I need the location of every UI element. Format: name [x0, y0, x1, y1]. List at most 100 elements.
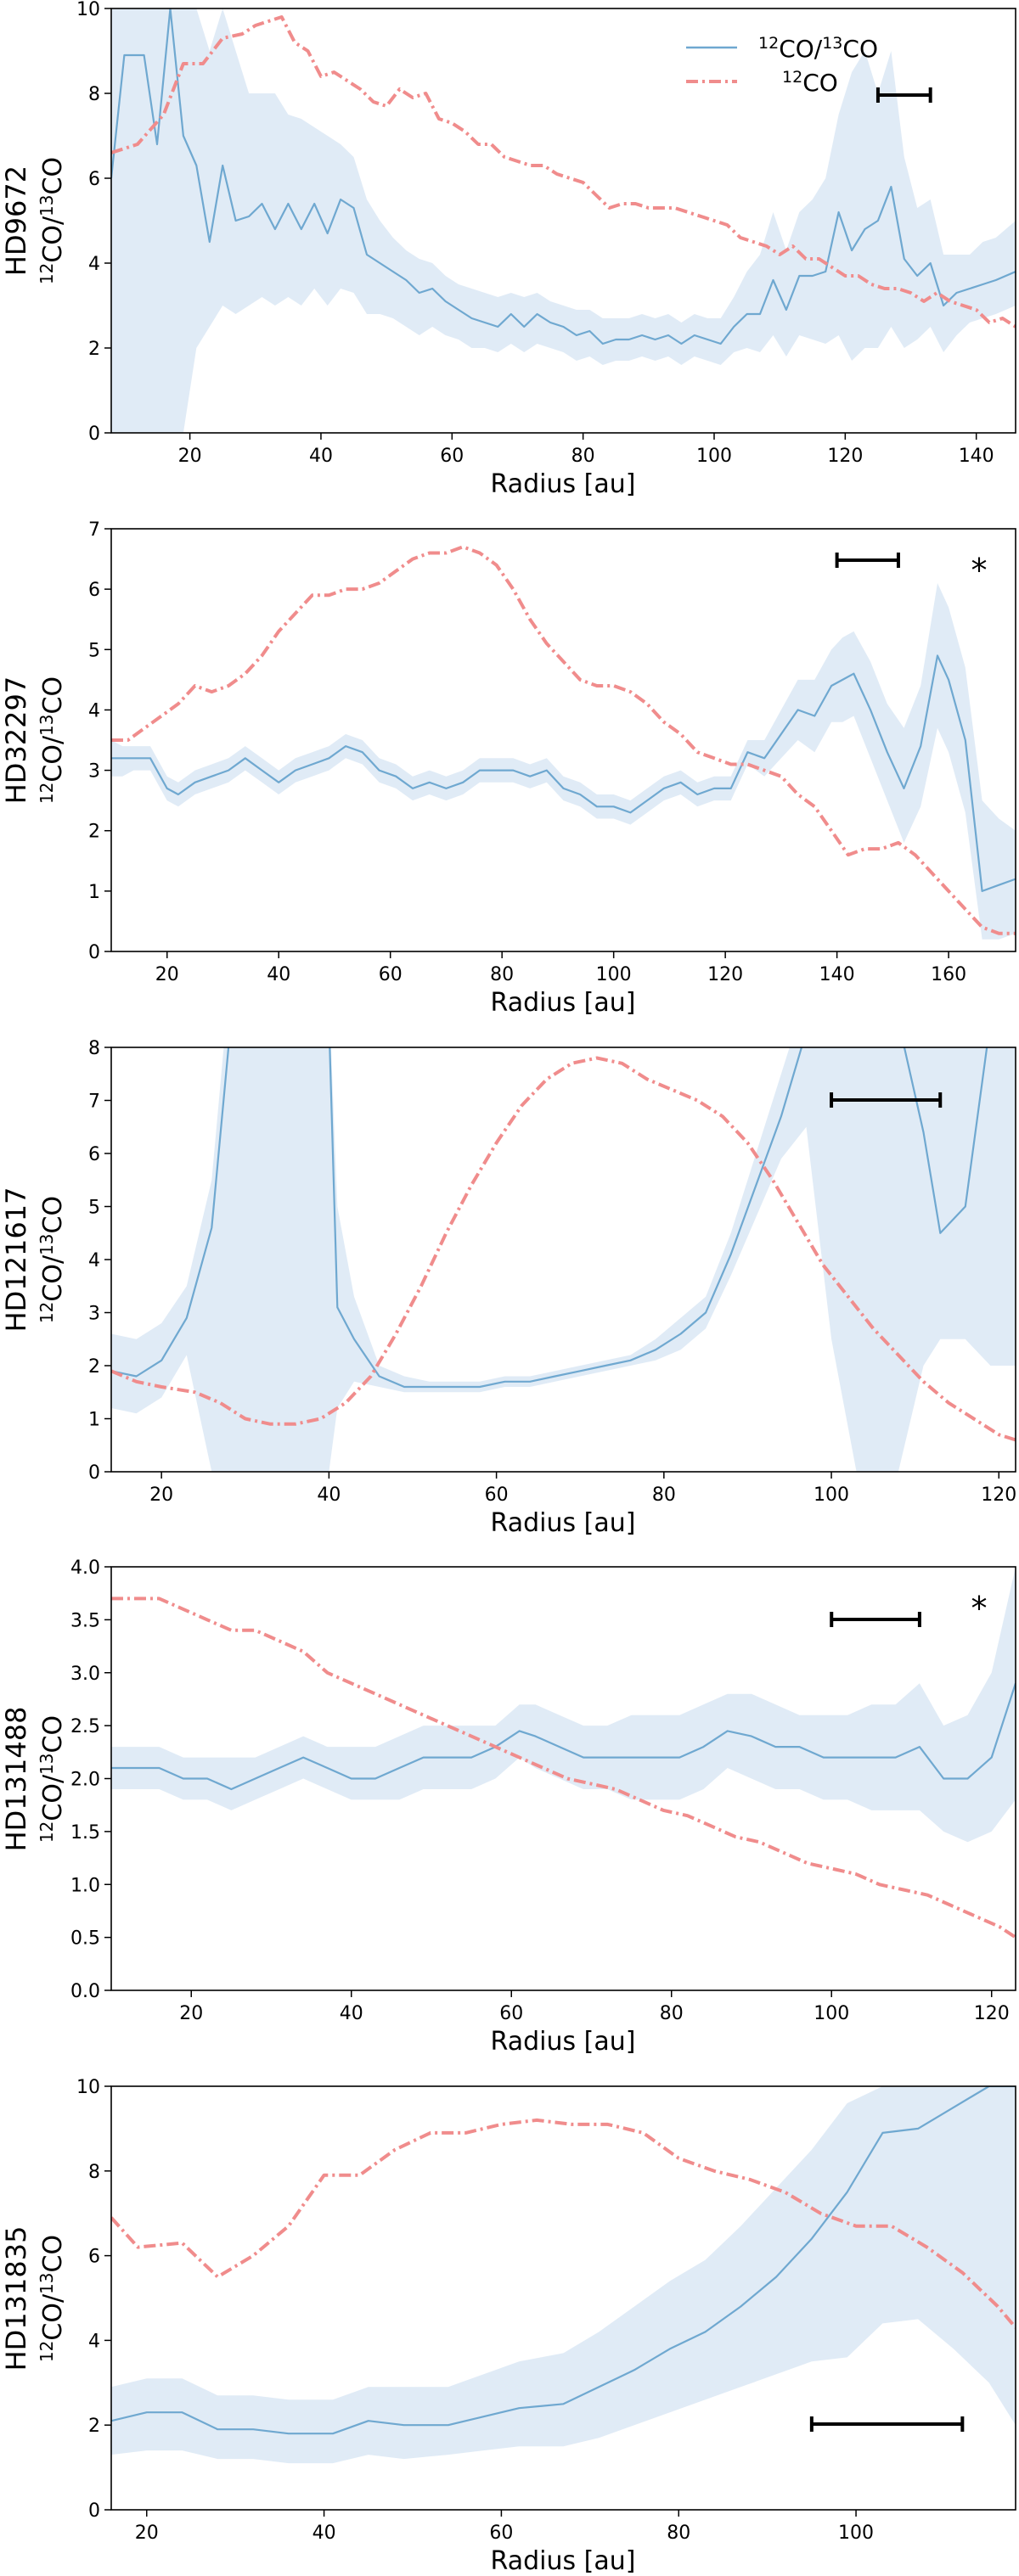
y-axis-label: 12CO/13CO — [37, 1715, 68, 1843]
y-tick-label: 2 — [88, 339, 100, 360]
x-tick-label: 80 — [660, 2003, 684, 2024]
beam-scale-bar — [809, 2416, 965, 2432]
asterisk-marker: * — [971, 552, 988, 589]
y-tick-label: 7 — [88, 1092, 100, 1113]
series-line-ratio — [111, 654, 1016, 893]
plot-frame — [110, 8, 1016, 434]
series-line-ratio — [111, 1047, 988, 1389]
y-tick-label: 8 — [88, 2162, 100, 2183]
series-line-ratio — [111, 8, 1016, 345]
y-axis-label: 12CO/13CO — [37, 1196, 68, 1323]
x-axis-label: Radius [au] — [491, 2546, 636, 2576]
ratio-uncertainty-band — [111, 2086, 1016, 2464]
x-tick-label: 100 — [696, 446, 732, 467]
ratio-uncertainty-band — [111, 583, 1016, 940]
x-tick-label: 40 — [267, 964, 290, 985]
y-tick-label: 0 — [88, 1462, 100, 1484]
x-tick-label: 60 — [379, 964, 403, 985]
x-axis-label: Radius [au] — [491, 988, 636, 1018]
x-tick-label: 100 — [596, 964, 632, 985]
series-lines — [111, 2086, 1016, 2435]
x-tick-label: 40 — [340, 2003, 363, 2024]
y-tick-label: 1.5 — [70, 1822, 100, 1844]
x-tick-label: 120 — [707, 964, 743, 985]
star-name-label: HD131835 — [0, 2226, 32, 2371]
y-tick-label: 0.0 — [70, 1981, 100, 2002]
series-lines — [111, 1047, 1016, 1442]
y-axis-label: 12CO/13CO — [37, 2235, 68, 2362]
y-tick-label: 6 — [88, 1144, 100, 1165]
x-tick-label: 20 — [155, 964, 179, 985]
x-tick-label: 80 — [667, 2523, 690, 2544]
y-tick-label: 10 — [76, 2077, 100, 2098]
x-tick-label: 40 — [317, 1484, 341, 1506]
plot-frame — [110, 1047, 1016, 1473]
y-tick-label: 0 — [88, 2500, 100, 2522]
x-tick-label: 140 — [819, 964, 855, 985]
uncertainty-band-area — [111, 2086, 1016, 2464]
y-tick-label: 4 — [88, 2331, 100, 2352]
x-tick-label: 160 — [931, 964, 966, 985]
y-tick-label: 6 — [88, 580, 100, 601]
legend-label-12co: 12CO — [782, 68, 838, 97]
beam-scale-bar — [830, 1612, 921, 1627]
y-tick-label: 6 — [88, 169, 100, 190]
y-tick-label: 4 — [88, 1250, 100, 1271]
beam-scale-bar — [875, 87, 932, 103]
x-axis-label: Radius [au] — [491, 469, 636, 499]
y-tick-label: 5 — [88, 640, 100, 661]
y-tick-label: 1 — [88, 1410, 100, 1431]
x-tick-label: 40 — [309, 446, 333, 467]
star-name-label: HD32297 — [0, 676, 32, 805]
series-line-12co — [111, 545, 1016, 935]
y-tick-label: 1 — [88, 882, 100, 903]
series-line-12co — [111, 2118, 1016, 2329]
plot-frame — [110, 528, 1016, 952]
x-tick-label: 20 — [179, 2003, 203, 2024]
x-tick-label: 100 — [814, 1484, 849, 1506]
tick-group: 20 40 60 80 100 120 0 1 2 3 4 5 6 7 8 — [88, 1038, 1016, 1506]
x-tick-label: 80 — [652, 1484, 676, 1506]
x-tick-label: 100 — [838, 2523, 874, 2544]
y-tick-label: 8 — [88, 84, 100, 105]
y-tick-label: 3 — [88, 1304, 100, 1325]
tick-group: 20 40 60 80 100 0 2 4 6 8 10 — [76, 2077, 874, 2544]
uncertainty-band-area — [111, 583, 1016, 940]
y-tick-label: 10 — [76, 0, 100, 20]
y-tick-label: 5 — [88, 1198, 100, 1219]
x-tick-label: 80 — [490, 964, 514, 985]
uncertainty-band-area — [111, 1567, 1016, 1843]
plot-frame — [110, 2085, 1016, 2511]
x-axis-label: Radius [au] — [491, 2027, 636, 2057]
y-tick-label: 2 — [88, 2416, 100, 2437]
panel-hd121617: 20 40 60 80 100 120 0 1 2 3 4 5 6 7 8 Radius [au] HD12… — [0, 1038, 1016, 1538]
y-tick-label: 4 — [88, 254, 100, 275]
x-tick-label: 20 — [149, 1484, 173, 1506]
asterisk-marker: * — [971, 1590, 988, 1627]
y-tick-label: 3.0 — [70, 1664, 100, 1685]
x-tick-label: 40 — [312, 2523, 336, 2544]
uncertainty-band-area — [111, 1047, 1016, 1472]
panel-hd9672: 20 40 60 80 100 120 140 0 2 4 6 8 10 Radius [au] HD9… — [0, 0, 1016, 499]
x-tick-label: 100 — [814, 2003, 849, 2024]
y-tick-label: 0 — [88, 424, 100, 445]
x-tick-label: 120 — [827, 446, 863, 467]
y-tick-label: 0.5 — [70, 1928, 100, 1950]
y-axis-label: 12CO/13CO — [37, 676, 68, 804]
star-name-label: HD131488 — [0, 1707, 32, 1852]
tick-group: 20 40 60 80 100 120 140 160 0 1 2 3 4 5 6 7 — [88, 519, 966, 985]
star-name-label: HD121617 — [0, 1187, 32, 1333]
beam-scale-bar — [830, 1092, 943, 1108]
plot-frame — [110, 1566, 1016, 1991]
y-tick-label: 2 — [88, 822, 100, 843]
ratio-uncertainty-band — [111, 1047, 1016, 1472]
y-tick-label: 2.5 — [70, 1716, 100, 1737]
series-line-12co — [111, 15, 1016, 328]
y-tick-label: 7 — [88, 519, 100, 541]
y-axis-label: 12CO/13CO — [37, 157, 68, 284]
y-tick-label: 6 — [88, 2247, 100, 2268]
x-tick-label: 60 — [485, 1484, 509, 1506]
x-axis-label: Radius [au] — [491, 1508, 636, 1538]
beam-scale-bar — [835, 553, 900, 568]
